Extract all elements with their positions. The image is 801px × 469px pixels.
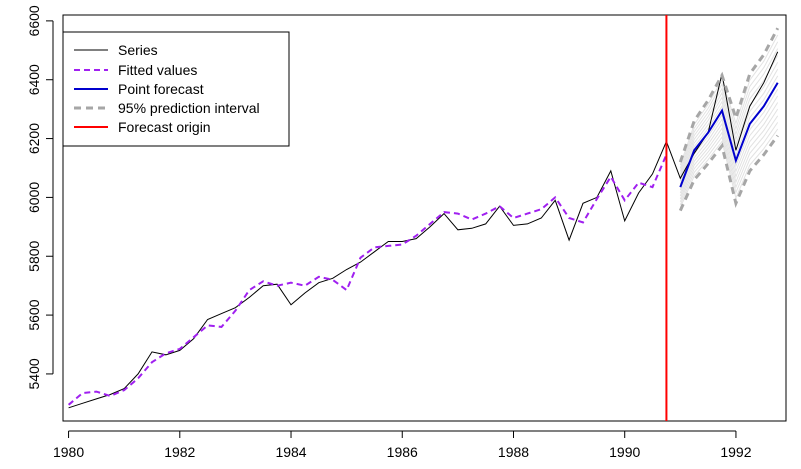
axes: 1980 1982 1984 1986 1988 1990 1992 5400 5600 5800… [26, 5, 752, 460]
y-tick-label: 6200 [26, 123, 42, 154]
y-tick-label: 5800 [26, 240, 42, 271]
legend-label-fitted: Fitted values [118, 62, 197, 78]
fan-quantile-lower-line [679, 115, 779, 202]
fan-quantile-lower-line [679, 108, 779, 200]
fitted-values-line [67, 154, 668, 406]
x-tick-label: 1990 [609, 444, 640, 460]
legend-label-origin: Forecast origin [118, 119, 211, 135]
prediction-interval-upper-line [678, 27, 780, 163]
fan-quantile-upper-line [679, 62, 779, 178]
x-tick-label: 1984 [275, 444, 306, 460]
fan-quantile-lower-line [679, 102, 779, 197]
fan-quantile-upper-line [679, 34, 779, 166]
y-tick-label: 6400 [26, 64, 42, 95]
x-tick-label: 1988 [498, 444, 529, 460]
legend: Series Fitted values Point forecast 95% … [62, 31, 290, 147]
x-tick-label: 1986 [387, 444, 418, 460]
fan-quantile-upper-line [679, 68, 779, 182]
plot-frame [62, 14, 787, 422]
y-tick-label: 5600 [26, 299, 42, 330]
x-tick-label: 1992 [720, 444, 751, 460]
legend-label-series: Series [118, 42, 158, 58]
y-tick-label: 5400 [26, 358, 42, 389]
x-tick-label: 1980 [53, 444, 84, 460]
legend-label-interval: 95% prediction interval [118, 100, 260, 116]
y-tick-label: 6000 [26, 182, 42, 213]
series-line [68, 51, 779, 409]
series-layer [67, 27, 780, 409]
legend-label-forecast: Point forecast [118, 81, 204, 97]
point-forecast-line [679, 82, 779, 188]
fan-quantile-lower-line [679, 89, 779, 191]
prediction-interval-lower-line [678, 134, 779, 212]
fan-chart-shading [679, 34, 779, 208]
fan-quantile-lower-line [679, 95, 779, 194]
fan-quantile-lower-line [679, 122, 779, 205]
fan-quantile-upper-line [679, 75, 779, 185]
y-tick-label: 6600 [26, 5, 42, 36]
x-tick-label: 1982 [164, 444, 195, 460]
fan-quantile-upper-line [679, 41, 779, 169]
fan-quantile-upper-line [679, 55, 779, 175]
